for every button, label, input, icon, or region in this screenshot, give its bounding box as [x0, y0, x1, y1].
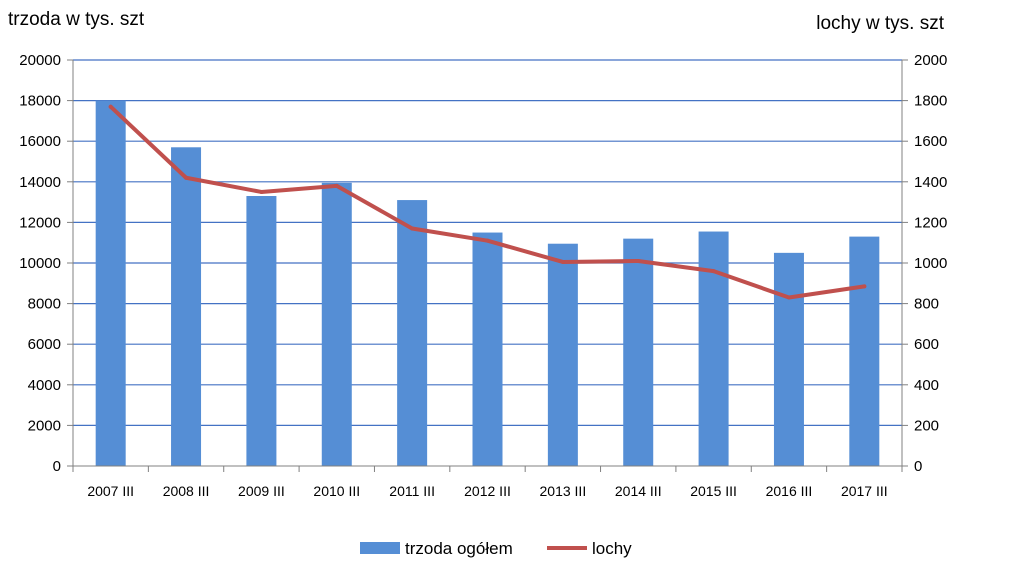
x-tick-label: 2011 III — [389, 483, 435, 499]
x-tick-label: 2017 III — [841, 483, 888, 499]
bar — [171, 147, 202, 467]
right-tick-label: 2000 — [914, 52, 947, 69]
line-point — [786, 295, 791, 300]
line-series — [108, 104, 867, 300]
left-tick-label: 0 — [53, 458, 61, 475]
legend-label-lochy: lochy — [592, 539, 632, 558]
legend: trzoda ogółem lochy — [360, 539, 632, 558]
left-tick-label: 18000 — [19, 93, 61, 110]
x-tick-label: 2014 III — [615, 483, 662, 499]
left-tick-label: 10000 — [19, 255, 61, 272]
right-tick-label: 1400 — [914, 174, 947, 191]
axes — [67, 59, 908, 472]
left-tick-label: 6000 — [28, 336, 61, 353]
line-point — [485, 238, 490, 243]
bar — [321, 182, 352, 466]
bar — [397, 200, 428, 466]
left-tick-label: 12000 — [19, 214, 61, 231]
x-tick-label: 2010 III — [313, 483, 360, 499]
right-tick-label: 0 — [914, 458, 922, 475]
left-tick-label: 14000 — [19, 174, 61, 191]
bar — [773, 252, 804, 466]
legend-swatch-trzoda — [360, 542, 400, 554]
line-point — [560, 259, 565, 264]
x-tick-label: 2009 III — [238, 483, 285, 499]
bar-series — [95, 100, 880, 467]
line-point — [334, 183, 339, 188]
left-tick-label: 8000 — [28, 296, 61, 313]
right-tick-label: 600 — [914, 336, 939, 353]
right-tick-label: 200 — [914, 417, 939, 434]
left-tick-label: 20000 — [19, 52, 61, 69]
right-tick-label: 800 — [914, 296, 939, 313]
left-axis-ticks: 0 2000 4000 6000 8000 10000 12000 14000 16000 180… — [19, 52, 61, 475]
line-point — [636, 258, 641, 263]
right-tick-label: 1000 — [914, 255, 947, 272]
legend-label-trzoda: trzoda ogółem — [405, 539, 513, 558]
right-axis-title: lochy w tys. szt — [816, 13, 944, 34]
x-tick-label: 2008 III — [163, 483, 210, 499]
line-point — [862, 284, 867, 289]
bar — [849, 236, 880, 466]
bar — [623, 238, 654, 466]
line-point — [184, 175, 189, 180]
bar — [698, 231, 729, 466]
right-tick-label: 1600 — [914, 133, 947, 150]
line-point — [259, 189, 264, 194]
right-tick-label: 1800 — [914, 93, 947, 110]
left-tick-label: 16000 — [19, 133, 61, 150]
left-axis-title: trzoda w tys. szt — [8, 9, 145, 30]
right-axis-ticks: 0 200 400 600 800 1000 1200 1400 1600 1800 2000 — [914, 52, 947, 475]
right-tick-label: 400 — [914, 377, 939, 394]
x-tick-label: 2016 III — [766, 483, 813, 499]
x-tick-label: 2015 III — [690, 483, 737, 499]
x-tick-label: 2007 III — [87, 483, 134, 499]
bar — [95, 100, 126, 466]
x-axis-ticks: 2007 III 2008 III 2009 III 2010 III 2011 III… — [87, 483, 887, 499]
bar — [472, 232, 503, 466]
left-tick-label: 2000 — [28, 417, 61, 434]
bar — [547, 243, 578, 466]
left-tick-label: 4000 — [28, 377, 61, 394]
x-tick-label: 2012 III — [464, 483, 511, 499]
line-point — [108, 104, 113, 109]
x-tick-label: 2013 III — [540, 483, 587, 499]
line-point — [410, 226, 415, 231]
line-point — [711, 269, 716, 274]
right-tick-label: 1200 — [914, 214, 947, 231]
bar — [246, 196, 277, 466]
